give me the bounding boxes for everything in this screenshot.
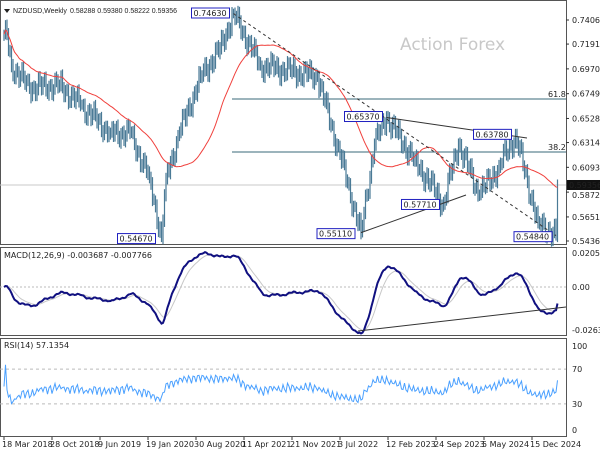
date-tick-label: 18 Mar 2018 <box>2 440 53 449</box>
price-annotation-label: 0.54840 <box>516 233 549 242</box>
main-panel <box>0 0 567 245</box>
macd-title: MACD(12,26,9) -0.003687 -0.007766 <box>4 251 152 260</box>
price-annotation-label: 0.55110 <box>319 230 352 239</box>
rsi-tick-label: 0 <box>572 426 577 435</box>
ohlc-values: 0.58288 0.59380 0.58222 0.59356 <box>70 8 177 15</box>
macd-panel <box>0 247 567 336</box>
date-tick-label: 15 Dec 2024 <box>530 440 581 449</box>
price-tick-label: 0.71915 <box>572 40 600 49</box>
macd-tick-label: 0.020555 <box>572 249 600 258</box>
price-annotation-box <box>401 198 440 210</box>
date-tick-label: 28 Oct 2018 <box>50 440 99 449</box>
watermark: Action Forex <box>400 35 505 55</box>
date-tick-label: 3 Jul 2022 <box>338 440 378 449</box>
rsi-tick-label: 30 <box>572 400 582 409</box>
price-annotation-box <box>117 233 156 245</box>
date-tick-label: 21 Nov 2021 <box>290 440 341 449</box>
date-tick-label: 12 Feb 2023 <box>386 440 436 449</box>
rsi-panel <box>0 338 567 437</box>
moving-average-line <box>3 29 558 188</box>
date-tick-label: 30 Aug 2020 <box>194 440 245 449</box>
macd-trendline <box>357 306 567 332</box>
rsi-line <box>3 364 558 405</box>
price-annotation-box <box>316 228 356 240</box>
macd-tick-label: -0.026356 <box>572 326 600 335</box>
date-tick-label: 24 Sep 2023 <box>434 440 485 449</box>
price-annotation-box <box>473 128 512 140</box>
lower-trendline <box>360 194 467 234</box>
macd-tick-label: 0.00 <box>572 283 590 292</box>
fib-level-label: 38.2 <box>548 143 566 152</box>
date-tick-label: 9 Jun 2019 <box>98 440 141 449</box>
price-annotation-label: 0.54670 <box>120 235 153 244</box>
fib-level-label: 61.8 <box>548 90 566 99</box>
price-tick-label: 0.65285 <box>572 114 600 123</box>
price-annotation-box <box>191 7 230 19</box>
price-annotation-label: 0.65370 <box>347 113 380 122</box>
macd-signal-line <box>3 254 558 331</box>
date-tick-label: 19 Jan 2020 <box>146 440 194 449</box>
price-annotation-box <box>513 231 553 243</box>
rsi-plot <box>0 364 566 405</box>
price-annotation-label: 0.57710 <box>404 200 437 209</box>
dropdown-triangle-icon[interactable] <box>4 9 10 13</box>
rsi-tick-label: 100 <box>572 342 587 351</box>
rsi-tick-label: 70 <box>572 365 582 374</box>
price-tick-label: 0.67495 <box>572 90 600 99</box>
macd-line <box>3 251 559 335</box>
date-tick-label: 11 Apr 2021 <box>242 440 291 449</box>
price-annotation-label: 0.63780 <box>476 130 509 139</box>
main-plot: 61.8 38.2 0.74630 0.54670 0.65370 0.63780 0.57… <box>0 5 566 247</box>
current-price-tag <box>567 179 600 190</box>
falling-channel-trendline <box>233 13 557 237</box>
price-annotation-label: 0.74630 <box>194 9 227 18</box>
price-annotation-box <box>344 111 383 123</box>
symbol-label: NZDUSD,Weekly <box>13 8 67 15</box>
price-tick-label: 0.54365 <box>572 237 600 246</box>
macd-plot <box>0 251 567 335</box>
date-tick-label: 5 May 2024 <box>482 440 529 449</box>
rsi-title: RSI(14) 57.1354 <box>4 341 69 350</box>
price-tick-label: 0.69705 <box>572 65 600 74</box>
current-price-label: 0.59356 <box>569 181 600 190</box>
